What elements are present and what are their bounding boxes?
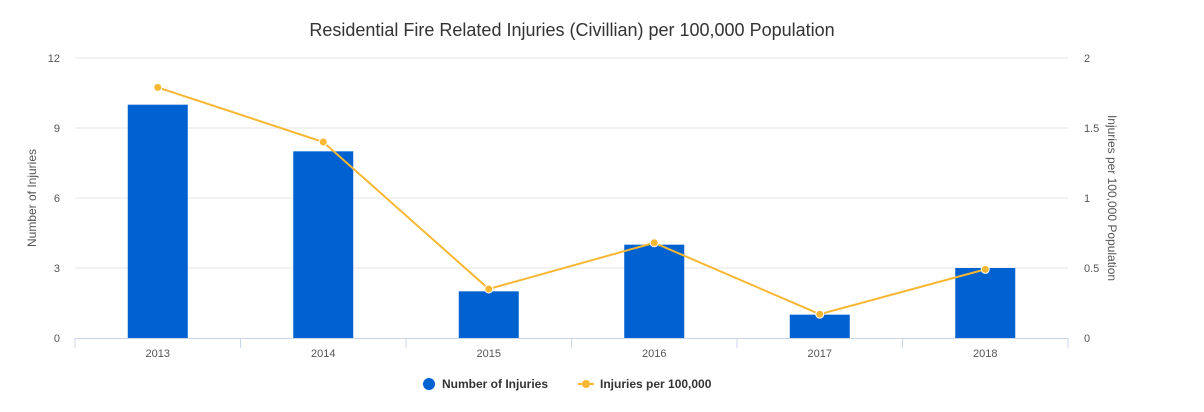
- bar[interactable]: [789, 314, 850, 338]
- line-point[interactable]: [649, 238, 659, 248]
- chart-title: Residential Fire Related Injuries (Civil…: [309, 20, 834, 40]
- legend-symbol: [423, 378, 435, 390]
- bar-series: [127, 104, 1016, 339]
- x-tick-label: 2018: [973, 348, 997, 360]
- legend-label: Injuries per 100,000: [600, 377, 712, 391]
- x-tick-label: 2015: [477, 348, 501, 360]
- y-left-tick-label: 9: [54, 123, 60, 135]
- bar[interactable]: [458, 291, 519, 338]
- axes: 0 3 6 9 12 0 0.5 1 1.5 2 2013 2014 2015 2016 2017 2018: [48, 53, 1100, 360]
- y-left-tick-label: 12: [48, 53, 60, 65]
- bar[interactable]: [293, 151, 354, 338]
- y-axis-right-title: Injuries per 100,000 Population: [1105, 115, 1119, 281]
- x-tick-label: 2013: [146, 348, 170, 360]
- y-right-tick-label: 2: [1084, 53, 1090, 65]
- legend-item-number-of-injuries[interactable]: Number of Injuries: [423, 377, 548, 391]
- bar[interactable]: [127, 104, 188, 339]
- legend-label: Number of Injuries: [442, 377, 548, 391]
- line-point[interactable]: [153, 82, 163, 92]
- y-axis-left-title: Number of Injuries: [25, 149, 39, 247]
- legend[interactable]: Number of Injuries Injuries per 100,000: [423, 377, 712, 391]
- y-right-tick-label: 0.5: [1084, 263, 1099, 275]
- line-path: [157, 86, 986, 316]
- line-series: [153, 82, 990, 319]
- y-right-tick-label: 0: [1084, 333, 1090, 345]
- y-left-tick-label: 3: [54, 263, 60, 275]
- line-point[interactable]: [484, 284, 494, 294]
- bar[interactable]: [624, 244, 685, 338]
- legend-item-injuries-per-100000[interactable]: Injuries per 100,000: [578, 377, 712, 391]
- y-right-tick-label: 1: [1084, 193, 1090, 205]
- grid-layer: [75, 57, 1068, 269]
- y-right-tick-label: 1.5: [1084, 123, 1099, 135]
- line-point[interactable]: [318, 137, 328, 147]
- y-left-tick-label: 6: [54, 193, 60, 205]
- line-point[interactable]: [980, 264, 990, 274]
- x-tick-label: 2017: [808, 348, 832, 360]
- x-tick-label: 2014: [311, 348, 335, 360]
- y-left-tick-label: 0: [54, 333, 60, 345]
- x-tick-label: 2016: [642, 348, 666, 360]
- line-point[interactable]: [815, 309, 825, 319]
- legend-symbol: [582, 380, 590, 388]
- bar[interactable]: [955, 268, 1016, 338]
